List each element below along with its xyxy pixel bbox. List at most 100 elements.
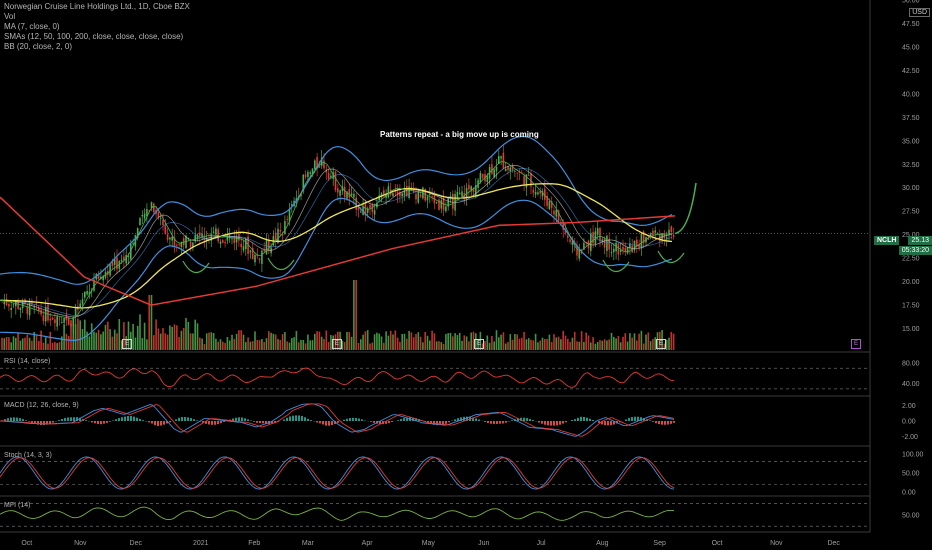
- macd-histogram-bar: [436, 421, 438, 426]
- candle-body: [173, 237, 176, 247]
- candle-body: [120, 259, 123, 261]
- pattern-arc: [602, 259, 630, 273]
- earnings-badge[interactable]: E: [656, 339, 666, 349]
- volume-bar: [385, 331, 387, 350]
- volume-bar: [309, 340, 311, 350]
- candle-body: [360, 211, 362, 213]
- candle-body: [35, 303, 38, 305]
- candle-body: [311, 168, 314, 176]
- earnings-badge[interactable]: E: [332, 339, 342, 349]
- volume-bar: [665, 339, 668, 350]
- candle-body: [314, 160, 316, 169]
- volume-bar: [286, 341, 288, 350]
- candle-body: [670, 226, 673, 233]
- volume-bar: [585, 332, 587, 350]
- volume-bar: [654, 337, 656, 350]
- candle-body: [371, 204, 374, 213]
- macd-histogram-bar: [223, 421, 225, 423]
- candle-body: [291, 204, 293, 206]
- macd-histogram-bar: [457, 418, 459, 421]
- volume-bar: [42, 342, 45, 350]
- volume-bar: [488, 342, 491, 350]
- volume-bar: [539, 340, 541, 350]
- candle-body: [28, 301, 31, 316]
- macd-histogram-bar: [112, 420, 114, 421]
- volume-bar: [235, 333, 238, 350]
- macd-histogram-bar: [361, 419, 363, 421]
- macd-histogram-bar: [478, 419, 480, 421]
- macd-histogram-bar: [295, 415, 297, 421]
- macd-histogram-bar: [637, 416, 639, 421]
- macd-histogram-bar: [391, 421, 393, 422]
- volume-bar: [408, 330, 410, 350]
- candle-body: [127, 256, 130, 257]
- volume-bar: [5, 337, 8, 350]
- volume-bar: [355, 280, 357, 350]
- macd-histogram-bar: [415, 418, 417, 421]
- candle-body: [146, 209, 148, 217]
- volume-bar: [357, 343, 360, 350]
- earnings-badge[interactable]: E: [122, 339, 132, 349]
- volume-bar: [452, 336, 454, 350]
- candle-body: [102, 275, 104, 281]
- volume-bar: [79, 320, 81, 350]
- macd-histogram-bar: [397, 420, 399, 421]
- macd-histogram-bar: [220, 421, 222, 424]
- candle-body: [449, 195, 452, 198]
- candle-body: [571, 241, 574, 245]
- macd-histogram-bar: [61, 418, 63, 421]
- volume-bar: [261, 339, 263, 350]
- volume-bar: [284, 332, 286, 350]
- candle-body: [578, 249, 581, 259]
- stoch-k-tick-label: 100.00: [902, 451, 924, 458]
- volume-bar: [178, 337, 180, 350]
- candle-body: [633, 240, 636, 251]
- volume-bar: [187, 321, 190, 350]
- volume-bar: [465, 336, 468, 350]
- candle-body: [222, 240, 224, 243]
- candle-body: [452, 193, 454, 209]
- candle-body: [475, 185, 477, 196]
- volume-bar: [619, 342, 622, 350]
- macd-histogram-bar: [46, 421, 48, 425]
- macd-histogram-bar: [34, 421, 36, 424]
- volume-bar: [419, 336, 422, 350]
- candle-body: [212, 231, 215, 233]
- macd-histogram-bar: [490, 421, 492, 424]
- earnings-badge[interactable]: E: [474, 339, 484, 349]
- chart-annotation: Patterns repeat - a big move up is comin…: [380, 130, 539, 139]
- volume-bar: [40, 330, 42, 350]
- volume-bar: [583, 341, 585, 350]
- volume-bar: [77, 318, 79, 350]
- ticker-tag: NCLH: [874, 236, 900, 245]
- macd-histogram-bar: [304, 417, 306, 421]
- macd-histogram-bar: [289, 416, 291, 421]
- candle-body: [399, 191, 401, 197]
- volume-bar: [396, 337, 399, 350]
- price-tick-label: 20.00: [902, 279, 920, 286]
- macd-histogram-bar: [265, 421, 267, 424]
- candle-body: [403, 187, 406, 196]
- macd-histogram-bar: [559, 421, 561, 425]
- candle-body: [557, 210, 560, 221]
- candle-body: [150, 202, 153, 209]
- candle-body: [383, 190, 385, 195]
- candle-body: [419, 194, 422, 197]
- candle-body: [596, 228, 599, 235]
- volume-bar: [592, 337, 594, 350]
- candle-body: [401, 193, 403, 197]
- legend-title: Norwegian Cruise Line Holdings Ltd., 1D,…: [4, 2, 190, 11]
- earnings-badge-upcoming[interactable]: E: [851, 339, 861, 349]
- volume-bar: [199, 337, 201, 350]
- volume-bar: [288, 342, 291, 350]
- candle-body: [67, 317, 70, 325]
- macd-histogram-bar: [511, 420, 513, 421]
- candle-body: [672, 235, 675, 237]
- volume-bar: [417, 332, 420, 350]
- volume-bar: [456, 335, 459, 350]
- countdown-tag: 05:33:20: [898, 246, 932, 255]
- volume-bar: [343, 342, 346, 350]
- currency-label[interactable]: USD: [909, 8, 930, 17]
- macd-histogram-bar: [319, 421, 321, 424]
